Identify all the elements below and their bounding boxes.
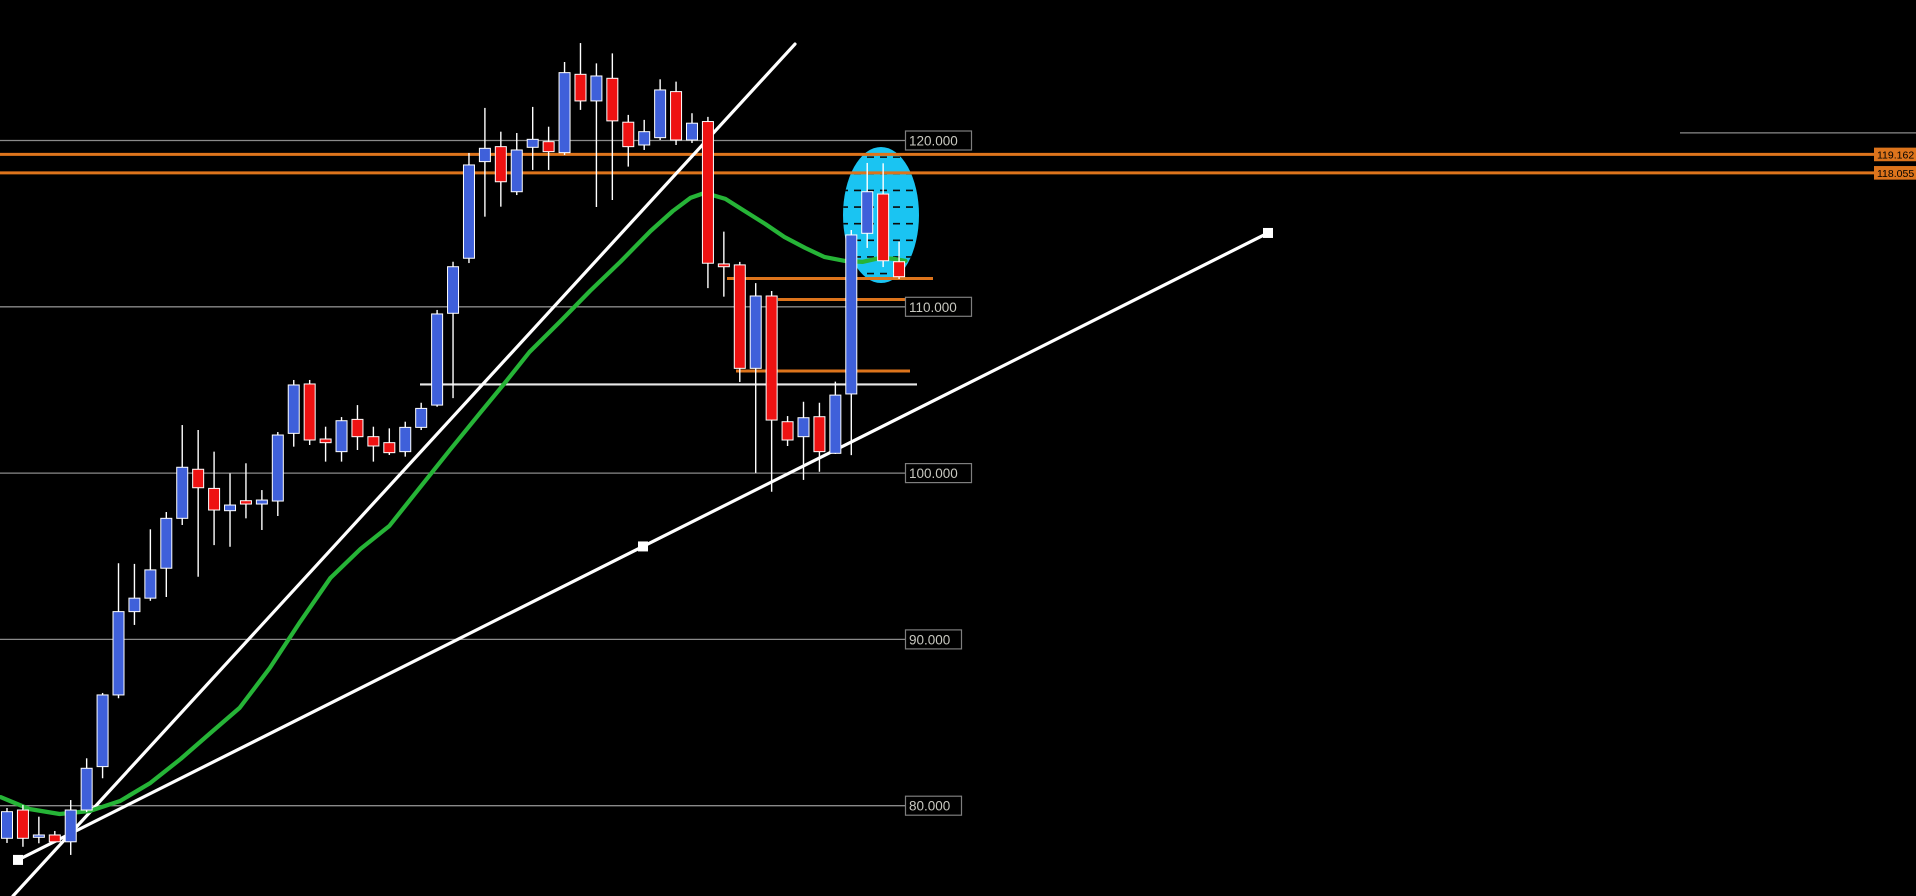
candle-body-bear bbox=[351, 418, 364, 438]
candle-body-bull bbox=[431, 313, 444, 406]
candle-body-bear bbox=[239, 500, 252, 505]
candle-body-bull bbox=[112, 611, 125, 696]
candle-body-bull bbox=[32, 834, 45, 838]
price-level-label: 110.000 bbox=[904, 296, 973, 317]
candle-body-bear bbox=[717, 263, 730, 268]
candle-body-bull bbox=[447, 266, 460, 314]
orange-price-label-text: 118.055 bbox=[1877, 168, 1914, 180]
candle-body-bear bbox=[16, 809, 29, 839]
candle-body-bull bbox=[224, 504, 237, 512]
candle-body-bull bbox=[749, 295, 762, 369]
steep-trendline[interactable] bbox=[11, 42, 797, 896]
candle-body-bull bbox=[558, 72, 571, 154]
orange-price-label: 118.055 bbox=[1874, 166, 1916, 180]
candles bbox=[1, 43, 906, 855]
price-level-label-text: 80.000 bbox=[909, 799, 950, 814]
candle-body-bear bbox=[494, 146, 507, 183]
price-level-label: 80.000 bbox=[904, 795, 963, 816]
candle-body-bear bbox=[606, 77, 619, 122]
candle-body-bear bbox=[622, 121, 635, 148]
candle-body-bull bbox=[1, 811, 13, 839]
candle-body-bull bbox=[590, 75, 603, 102]
candle-body-bull bbox=[271, 434, 284, 502]
candle-body-bear bbox=[670, 91, 683, 141]
candle-body-bull bbox=[160, 517, 173, 569]
candle-body-bull bbox=[64, 809, 77, 843]
candle-body-bear bbox=[765, 295, 778, 421]
candle-body-bull bbox=[797, 417, 810, 438]
candle-body-bull bbox=[255, 499, 268, 505]
price-level-label: 100.000 bbox=[904, 463, 973, 484]
trendline-handle-start[interactable] bbox=[13, 854, 23, 865]
candle-body-bull bbox=[96, 694, 109, 768]
candle-body-bear bbox=[319, 438, 332, 444]
candle-body-bull bbox=[462, 164, 475, 259]
candle-body-bear bbox=[733, 264, 746, 369]
candle-body-bull bbox=[287, 384, 300, 434]
candle-body-bear bbox=[701, 121, 714, 264]
candle-body-bull bbox=[176, 466, 189, 519]
candle-body-bull bbox=[861, 191, 874, 234]
candle-body-bear bbox=[367, 436, 380, 447]
candle-body-bull bbox=[510, 149, 523, 193]
candle-body-bull bbox=[80, 767, 93, 811]
candle-body-bear bbox=[813, 416, 826, 453]
candle-body-bull bbox=[685, 122, 698, 141]
orange-price-label: 119.162 bbox=[1874, 147, 1916, 161]
price-level-label-text: 90.000 bbox=[909, 632, 950, 647]
candle-body-bear bbox=[383, 442, 396, 454]
price-level-label: 120.000 bbox=[904, 130, 973, 151]
candle-body-bull bbox=[478, 147, 491, 163]
candle-body-bear bbox=[192, 468, 205, 489]
candle-body-bear bbox=[781, 421, 794, 441]
price-level-label-text: 110.000 bbox=[909, 300, 957, 315]
moving-average-line bbox=[0, 190, 908, 817]
candle-body-bull bbox=[399, 426, 412, 453]
candle-body-bull bbox=[654, 89, 667, 139]
trendline-handle-mid[interactable] bbox=[638, 541, 648, 552]
candle-body-bull bbox=[829, 394, 842, 454]
candle-body-bear bbox=[574, 73, 587, 102]
candle-body-bull bbox=[526, 138, 539, 148]
candle-body-bear bbox=[542, 141, 555, 153]
orange-price-label-text: 119.162 bbox=[1877, 149, 1914, 161]
price-level-label: 90.000 bbox=[904, 629, 963, 650]
candle-body-bull bbox=[144, 569, 157, 599]
candle-body-bear bbox=[877, 193, 890, 262]
candle-body-bull bbox=[415, 407, 428, 428]
candle-body-bull bbox=[638, 131, 651, 146]
candle-body-bull bbox=[845, 234, 858, 395]
candle-body-bear bbox=[303, 383, 316, 441]
candle-body-bear bbox=[208, 487, 221, 511]
trendline-handle-end[interactable] bbox=[1263, 227, 1273, 238]
candle-body-bull bbox=[128, 597, 141, 613]
candle-body-bull bbox=[335, 420, 348, 453]
candle-body-bear bbox=[48, 834, 61, 843]
candle-body-bear bbox=[893, 261, 906, 278]
price-level-label-text: 100.000 bbox=[909, 466, 958, 481]
price-level-label-text: 120.000 bbox=[909, 134, 958, 149]
